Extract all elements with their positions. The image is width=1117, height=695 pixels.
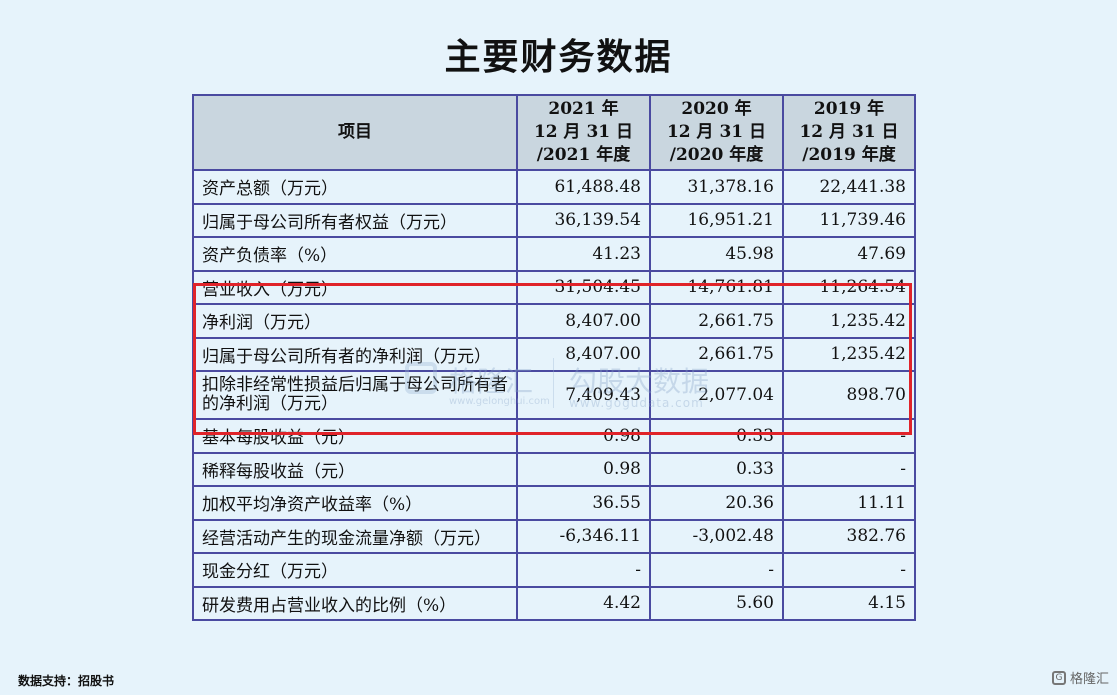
cell-2020: 16,951.21: [649, 202, 784, 238]
table-row: 归属于母公司所有者权益（万元） 36,139.54 16,951.21 11,7…: [192, 202, 916, 238]
table-row: 稀释每股收益（元） 0.98 0.33 -: [192, 451, 916, 487]
cell-2021: 0.98: [516, 451, 651, 487]
row-label: 营业收入（万元）: [192, 269, 518, 305]
cell-2019: 11,739.46: [782, 202, 916, 238]
cell-2019: -: [782, 418, 916, 454]
cell-2020: -: [649, 552, 784, 588]
header-2021: 2021 年 12 月 31 日 /2021 年度: [516, 94, 651, 171]
corner-brand: G 格隆汇: [1051, 668, 1109, 687]
corner-brand-label: 格隆汇: [1069, 672, 1109, 687]
header-2020-line2: 12 月 31 日: [666, 122, 767, 142]
cell-2020: 0.33: [649, 451, 784, 487]
header-item: 项目: [192, 94, 518, 171]
header-2019: 2019 年 12 月 31 日 /2019 年度: [782, 94, 916, 171]
cell-2019: 11.11: [782, 485, 916, 521]
header-2021-line1: 2021 年: [548, 99, 619, 119]
table-row: 净利润（万元） 8,407.00 2,661.75 1,235.42: [192, 303, 916, 339]
cell-2019: 4.15: [782, 585, 916, 621]
header-2021-line2: 12 月 31 日: [533, 122, 634, 142]
row-label: 基本每股收益（元）: [192, 418, 518, 454]
header-2019-line1: 2019 年: [813, 99, 885, 119]
source-footnote: 数据支持：招股书: [18, 674, 115, 688]
cell-2021: 0.98: [516, 418, 651, 454]
brand-logo-icon: G: [1051, 670, 1066, 685]
cell-2020: 14,761.81: [649, 269, 784, 305]
cell-2021: -6,346.11: [516, 518, 651, 554]
cell-2020: 0.33: [649, 418, 784, 454]
header-2019-line2: 12 月 31 日: [799, 122, 899, 142]
cell-2021: 36,139.54: [516, 202, 651, 238]
cell-2020: 2,661.75: [649, 303, 784, 339]
header-2021-line3: /2021 年度: [536, 145, 631, 165]
cell-2021: 8,407.00: [516, 336, 651, 372]
cell-2020: -3,002.48: [649, 518, 784, 554]
cell-2021: 4.42: [516, 585, 651, 621]
header-2020: 2020 年 12 月 31 日 /2020 年度: [649, 94, 784, 171]
cell-2019: 1,235.42: [782, 336, 916, 372]
cell-2021: 61,488.48: [516, 169, 651, 205]
row-label: 资产总额（万元）: [192, 169, 518, 205]
row-label: 加权平均净资产收益率（%）: [192, 485, 518, 521]
table-row: 归属于母公司所有者的净利润（万元） 8,407.00 2,661.75 1,23…: [192, 336, 916, 372]
table-header-row: 项目 2021 年 12 月 31 日 /2021 年度 2020 年 12 月…: [192, 94, 916, 171]
header-2019-line3: /2019 年度: [802, 145, 896, 165]
cell-2020: 31,378.16: [649, 169, 784, 205]
cell-2021: -: [516, 552, 651, 588]
cell-2019: -: [782, 451, 916, 487]
header-2020-line1: 2020 年: [681, 99, 752, 119]
table-row: 扣除非经常性损益后归属于母公司所有者的净利润（万元） 7,409.43 2,07…: [192, 370, 916, 420]
row-label: 净利润（万元）: [192, 303, 518, 339]
cell-2021: 41.23: [516, 236, 651, 272]
cell-2019: -: [782, 552, 916, 588]
table-row: 加权平均净资产收益率（%） 36.55 20.36 11.11: [192, 485, 916, 521]
table-row: 资产总额（万元） 61,488.48 31,378.16 22,441.38: [192, 169, 916, 205]
table-row: 研发费用占营业收入的比例（%） 4.42 5.60 4.15: [192, 585, 916, 621]
row-label: 现金分红（万元）: [192, 552, 518, 588]
cell-2021: 36.55: [516, 485, 651, 521]
row-label: 资产负债率（%）: [192, 236, 518, 272]
cell-2019: 898.70: [782, 370, 916, 420]
cell-2021: 7,409.43: [516, 370, 651, 420]
header-2020-line3: /2020 年度: [669, 145, 764, 165]
financial-data-table: 项目 2021 年 12 月 31 日 /2021 年度 2020 年 12 月…: [192, 94, 916, 621]
table-row: 现金分红（万元） - - -: [192, 552, 916, 588]
table-row: 经营活动产生的现金流量净额（万元） -6,346.11 -3,002.48 38…: [192, 518, 916, 554]
cell-2019: 382.76: [782, 518, 916, 554]
cell-2019: 1,235.42: [782, 303, 916, 339]
row-label: 扣除非经常性损益后归属于母公司所有者的净利润（万元）: [192, 370, 518, 420]
row-label: 稀释每股收益（元）: [192, 451, 518, 487]
cell-2021: 31,504.45: [516, 269, 651, 305]
cell-2019: 22,441.38: [782, 169, 916, 205]
table-row: 资产负债率（%） 41.23 45.98 47.69: [192, 236, 916, 272]
row-label: 研发费用占营业收入的比例（%）: [192, 585, 518, 621]
cell-2020: 45.98: [649, 236, 784, 272]
cell-2020: 5.60: [649, 585, 784, 621]
row-label: 经营活动产生的现金流量净额（万元）: [192, 518, 518, 554]
table-row: 营业收入（万元） 31,504.45 14,761.81 11,264.54: [192, 269, 916, 305]
table-row: 基本每股收益（元） 0.98 0.33 -: [192, 418, 916, 454]
row-label: 归属于母公司所有者的净利润（万元）: [192, 336, 518, 372]
cell-2020: 20.36: [649, 485, 784, 521]
cell-2021: 8,407.00: [516, 303, 651, 339]
row-label: 归属于母公司所有者权益（万元）: [192, 202, 518, 238]
cell-2019: 47.69: [782, 236, 916, 272]
page-title: 主要财务数据: [444, 37, 673, 78]
cell-2019: 11,264.54: [782, 269, 916, 305]
cell-2020: 2,077.04: [649, 370, 784, 420]
cell-2020: 2,661.75: [649, 336, 784, 372]
